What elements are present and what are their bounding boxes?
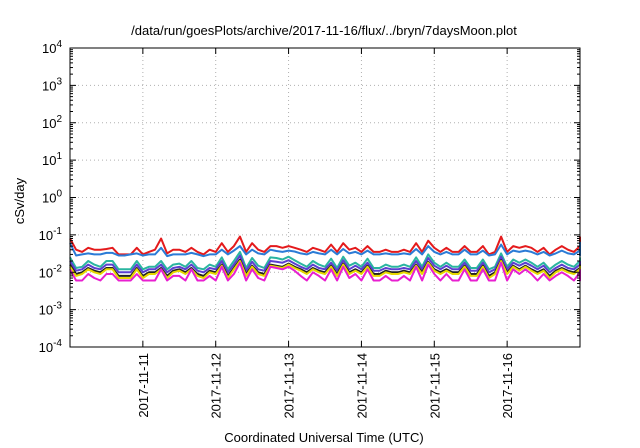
grid-lines [70,48,580,347]
x-axis: 2017-11-11 2017-11-12 2017-11-13 2017-11-14… [136,48,515,419]
y-tick-label: 10-1 [39,226,63,243]
y-tick-label: 10-4 [39,338,63,355]
x-tick-label: 2017-11-14 [354,353,369,419]
y-tick-label: 100 [42,189,62,206]
y-axis: 10-4 10-3 10-2 10-1 100 101 102 103 104 [39,39,580,355]
series-layer [69,235,581,282]
series-line-3 [69,250,581,271]
y-tick-label: 10-2 [39,263,63,280]
y-tick-label: 102 [42,114,62,131]
x-tick-label: 2017-11-12 [209,353,224,419]
x-tick-label: 2017-11-13 [282,353,297,419]
y-tick-label: 10-3 [39,301,63,318]
y-tick-label: 103 [42,76,62,93]
series-line-1 [69,235,581,256]
series-line-2 [69,241,581,258]
chart-title: /data/run/goesPlots/archive/2017-11-16/f… [131,23,517,38]
series-line-6 [69,260,581,279]
series-line-5 [69,258,581,277]
y-tick-label: 104 [42,39,62,56]
y-tick-label: 101 [42,151,62,168]
y-axis-label: cSv/day [12,177,27,224]
x-tick-label: 2017-11-11 [136,353,151,418]
x-tick-label: 2017-11-15 [427,353,442,419]
series-line-7 [69,261,581,282]
series-line-4 [69,254,581,274]
x-tick-label: 2017-11-16 [500,353,515,419]
x-axis-label: Coordinated Universal Time (UTC) [224,430,423,445]
